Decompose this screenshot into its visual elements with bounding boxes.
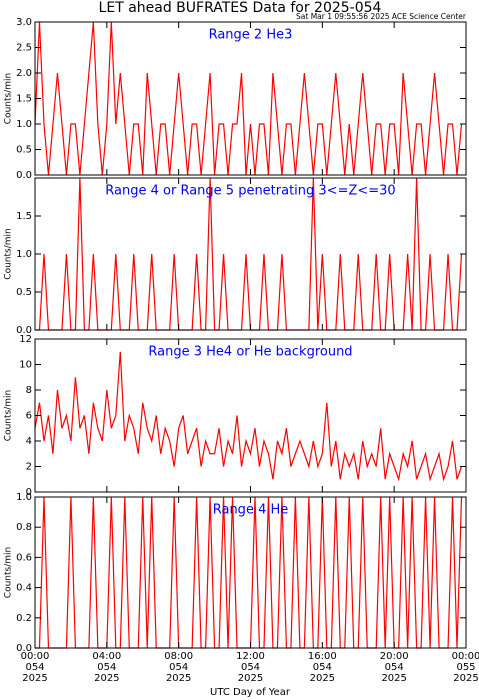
x-tick-label: 16:00 054 2025: [308, 651, 337, 684]
panel-title: Range 4 or Range 5 penetrating 3<=Z<=30: [105, 184, 395, 199]
panel-title: Range 4 He: [213, 503, 289, 518]
y-tick-label: 6: [26, 411, 32, 422]
x-tick-label: 12:00 054 2025: [236, 651, 265, 684]
y-tick-label: 1.5: [16, 94, 32, 105]
x-tick-label: 00:00 054 2025: [21, 651, 50, 684]
x-tick-label-line: 16:00: [308, 651, 337, 662]
x-tick-label-line: 04:00: [92, 651, 121, 662]
x-tick-label-line: 054: [97, 662, 116, 673]
y-tick-label: 0.0: [16, 643, 32, 654]
y-axis-label: Counts/min: [4, 73, 14, 124]
x-tick-label: 00:00 055 2025: [452, 651, 479, 684]
x-tick-label-line: 2025: [22, 673, 47, 684]
x-tick-label-line: 08:00: [164, 651, 193, 662]
x-tick-label-line: 055: [456, 662, 475, 673]
y-tick-label: 0.5: [16, 287, 32, 298]
x-tick-label-line: 2025: [238, 673, 263, 684]
chart-title: LET ahead BUFRATES Data for 2025-054: [99, 0, 382, 16]
x-tick-label-line: 2025: [166, 673, 191, 684]
y-axis-label: Counts/min: [4, 390, 14, 441]
y-axis-label: Counts/min: [4, 228, 14, 279]
y-tick-label: 0.0: [16, 325, 32, 336]
x-axis-label: UTC Day of Year: [210, 687, 291, 698]
x-tick-label-line: 054: [25, 662, 44, 673]
y-tick-label: 10: [19, 360, 32, 371]
x-tick-label-line: 054: [313, 662, 332, 673]
x-tick-label: 04:00 054 2025: [92, 651, 121, 684]
data-line: [35, 496, 463, 649]
y-tick-label: 0.2: [16, 613, 32, 624]
panel-title: Range 3 He4 or He background: [148, 345, 352, 360]
x-tick-label-line: 2025: [310, 673, 335, 684]
x-tick-label-line: 00:00: [21, 651, 50, 662]
y-tick-label: 8: [26, 385, 32, 396]
y-tick-label: 2.5: [16, 43, 32, 54]
x-tick-label-line: 054: [169, 662, 188, 673]
y-tick-label: 2.0: [16, 68, 32, 79]
x-tick-label-line: 20:00: [380, 651, 409, 662]
data-line: [34, 351, 463, 482]
x-tick-label-line: 2025: [453, 673, 478, 684]
y-tick-label: 12: [19, 334, 32, 345]
x-tick-label: 20:00 054 2025: [380, 651, 409, 684]
y-tick-label: 0.5: [16, 145, 32, 156]
timestamp: Sat Mar 1 09:55:56 2025 ACE Science Cent…: [296, 12, 467, 21]
x-tick-label-line: 2025: [94, 673, 119, 684]
y-tick-label: 2: [26, 462, 32, 473]
y-tick-label: 1.0: [16, 492, 32, 503]
x-tick-label-line: 054: [241, 662, 260, 673]
plot-frame: [34, 177, 467, 331]
plot-frame: [34, 338, 467, 493]
y-tick-label: 0: [26, 487, 32, 498]
y-tick-label: 0.6: [16, 552, 32, 563]
data-line: [35, 177, 463, 331]
x-tick-label-line: 054: [385, 662, 404, 673]
x-tick-label: 08:00 054 2025: [164, 651, 193, 684]
x-tick-label-line: 00:00: [452, 651, 479, 662]
y-tick-label: 4: [26, 436, 32, 447]
x-tick-label-line: 12:00: [236, 651, 265, 662]
data-line: [34, 21, 463, 176]
x-tick-label-line: 2025: [381, 673, 406, 684]
y-tick-label: 1.0: [16, 249, 32, 260]
y-tick-label: 1.0: [16, 119, 32, 130]
y-tick-label: 0.0: [16, 170, 32, 181]
plot-frame: [34, 21, 467, 176]
y-tick-label: 3.0: [16, 17, 32, 28]
y-tick-label: 1.5: [16, 211, 32, 222]
panel-title: Range 2 He3: [209, 28, 293, 43]
y-tick-label: 0.4: [16, 583, 32, 594]
y-tick-label: 0.8: [16, 522, 32, 533]
y-axis-label: Counts/min: [4, 547, 14, 598]
